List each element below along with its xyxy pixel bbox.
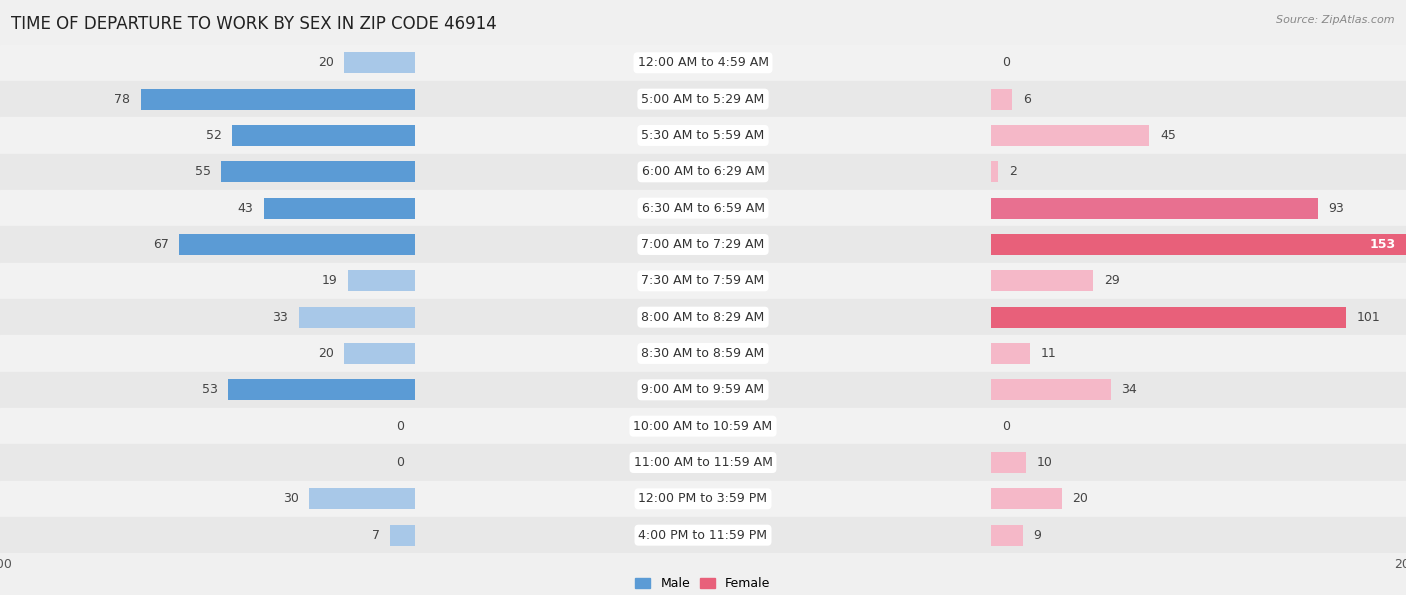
Text: 6:00 AM to 6:29 AM: 6:00 AM to 6:29 AM (641, 165, 765, 178)
Bar (0, 81, 1406, 117)
Bar (0, 154, 1406, 190)
Bar (991, 343, 1029, 364)
Text: 5:00 AM to 5:29 AM: 5:00 AM to 5:29 AM (641, 93, 765, 106)
Text: TIME OF DEPARTURE TO WORK BY SEX IN ZIP CODE 46914: TIME OF DEPARTURE TO WORK BY SEX IN ZIP … (11, 15, 496, 33)
Bar (0, 336, 1406, 372)
Text: 11: 11 (1040, 347, 1056, 360)
Bar (264, 198, 415, 219)
Text: 20: 20 (318, 57, 335, 69)
Bar (344, 52, 415, 73)
Text: 93: 93 (1329, 202, 1344, 215)
Bar (991, 270, 1094, 292)
Bar (228, 379, 415, 400)
Text: 29: 29 (1104, 274, 1119, 287)
Bar (221, 161, 415, 182)
Text: 11:00 AM to 11:59 AM: 11:00 AM to 11:59 AM (634, 456, 772, 469)
Text: 9:00 AM to 9:59 AM: 9:00 AM to 9:59 AM (641, 383, 765, 396)
Text: 7:30 AM to 7:59 AM: 7:30 AM to 7:59 AM (641, 274, 765, 287)
Text: 0: 0 (1002, 57, 1010, 69)
Text: 53: 53 (202, 383, 218, 396)
Text: 43: 43 (238, 202, 253, 215)
Text: 0: 0 (1002, 419, 1010, 433)
Text: 9: 9 (1033, 529, 1042, 541)
Text: 10: 10 (1038, 456, 1053, 469)
Text: 10:00 AM to 10:59 AM: 10:00 AM to 10:59 AM (634, 419, 772, 433)
Bar (991, 525, 1024, 546)
Bar (0, 481, 1406, 517)
Bar (389, 525, 415, 546)
Text: 67: 67 (153, 238, 169, 251)
Bar (0, 299, 1406, 336)
Bar (0, 372, 1406, 408)
Text: 101: 101 (1357, 311, 1381, 324)
Bar (0, 444, 1406, 481)
Text: 30: 30 (283, 492, 298, 505)
Legend: Male, Female: Male, Female (630, 572, 776, 595)
Bar (232, 125, 415, 146)
Bar (991, 198, 1319, 219)
Text: 153: 153 (1369, 238, 1395, 251)
Text: 12:00 AM to 4:59 AM: 12:00 AM to 4:59 AM (637, 57, 769, 69)
Text: 6: 6 (1024, 93, 1031, 106)
Text: 2: 2 (1010, 165, 1017, 178)
Text: 7:00 AM to 7:29 AM: 7:00 AM to 7:29 AM (641, 238, 765, 251)
Text: 12:00 PM to 3:59 PM: 12:00 PM to 3:59 PM (638, 492, 768, 505)
Text: 78: 78 (114, 93, 129, 106)
Bar (991, 234, 1406, 255)
Bar (0, 226, 1406, 262)
Bar (180, 234, 415, 255)
Text: 45: 45 (1160, 129, 1175, 142)
Bar (141, 89, 415, 109)
Text: 5:30 AM to 5:59 AM: 5:30 AM to 5:59 AM (641, 129, 765, 142)
Text: 33: 33 (273, 311, 288, 324)
Bar (991, 306, 1347, 328)
Text: 4:00 PM to 11:59 PM: 4:00 PM to 11:59 PM (638, 529, 768, 541)
Text: 34: 34 (1122, 383, 1137, 396)
Text: 19: 19 (322, 274, 337, 287)
Text: 20: 20 (318, 347, 335, 360)
Bar (344, 343, 415, 364)
Text: 55: 55 (195, 165, 211, 178)
Bar (0, 117, 1406, 154)
Text: 20: 20 (1073, 492, 1088, 505)
Text: 6:30 AM to 6:59 AM: 6:30 AM to 6:59 AM (641, 202, 765, 215)
Text: Source: ZipAtlas.com: Source: ZipAtlas.com (1277, 15, 1395, 25)
Bar (349, 270, 415, 292)
Bar (0, 408, 1406, 444)
Text: 0: 0 (396, 419, 405, 433)
Bar (0, 262, 1406, 299)
Text: 52: 52 (205, 129, 222, 142)
Bar (991, 89, 1012, 109)
Bar (0, 45, 1406, 81)
Bar (309, 488, 415, 509)
Bar (0, 190, 1406, 226)
Bar (991, 379, 1111, 400)
Text: 8:30 AM to 8:59 AM: 8:30 AM to 8:59 AM (641, 347, 765, 360)
Bar (991, 452, 1026, 473)
Bar (0, 517, 1406, 553)
Bar (298, 306, 415, 328)
Bar (991, 125, 1150, 146)
Bar (991, 488, 1062, 509)
Text: 0: 0 (396, 456, 405, 469)
Text: 7: 7 (371, 529, 380, 541)
Bar (991, 161, 998, 182)
Text: 8:00 AM to 8:29 AM: 8:00 AM to 8:29 AM (641, 311, 765, 324)
